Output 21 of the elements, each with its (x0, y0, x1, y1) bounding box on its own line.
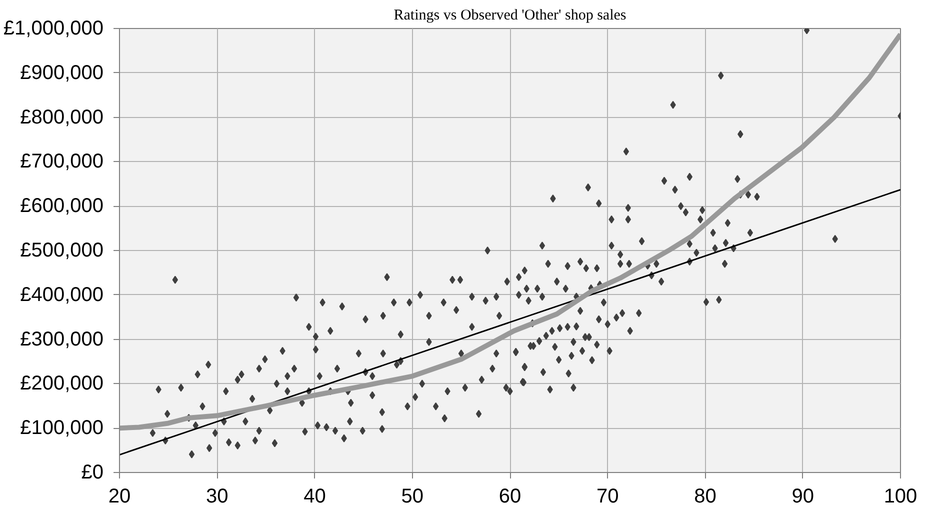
y-tick-label: £700,000 (20, 150, 104, 173)
x-tick-label: 40 (304, 486, 326, 508)
x-tick-label: 20 (108, 486, 131, 508)
y-tick-label: £900,000 (20, 62, 104, 84)
x-tick-label: 60 (498, 486, 522, 508)
y-tick-label: £200,000 (20, 372, 104, 395)
y-tick-label: £300,000 (20, 328, 104, 350)
y-tick-label: £100,000 (20, 417, 104, 440)
y-tick-label: £400,000 (20, 284, 104, 306)
y-tick-label: £800,000 (20, 106, 104, 128)
x-tick-label: 70 (596, 486, 619, 508)
x-tick-label: 100 (884, 486, 918, 508)
x-tick-label: 30 (206, 486, 228, 508)
y-tick-label: £500,000 (20, 240, 104, 262)
x-tick-label: 50 (401, 486, 424, 508)
x-tick-label: 90 (792, 486, 814, 508)
chart-title: Ratings vs Observed 'Other' shop sales (394, 8, 626, 24)
y-tick-label: £600,000 (20, 195, 104, 218)
y-tick-label: £0 (81, 462, 104, 484)
y-tick-label: £1,000,000 (3, 18, 104, 40)
x-tick-label: 80 (694, 486, 716, 508)
